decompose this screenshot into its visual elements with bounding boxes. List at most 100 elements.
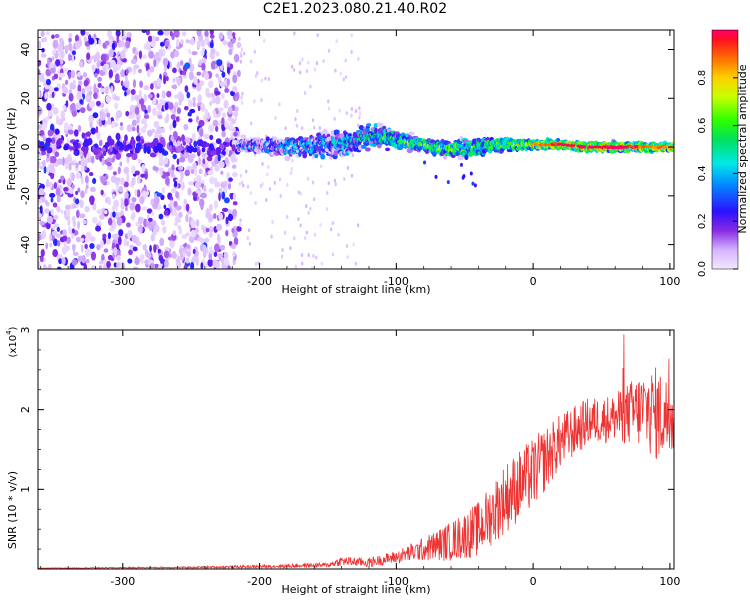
heatmap-band-cell bbox=[347, 133, 352, 137]
heatmap-noise-cell bbox=[140, 173, 146, 178]
heatmap-noise-cell bbox=[294, 264, 298, 269]
heatmap-noise-cell bbox=[38, 106, 43, 115]
heatmap-noise-cell bbox=[135, 203, 141, 213]
heatmap-noise-cell bbox=[127, 258, 133, 264]
heatmap-noise-cell bbox=[71, 259, 78, 266]
heatmap-noise-cell bbox=[147, 104, 152, 114]
heatmap-noise-cell bbox=[113, 246, 118, 256]
heatmap-noise-cell bbox=[182, 74, 187, 79]
heatmap-noise-cell bbox=[65, 157, 72, 163]
heatmap-noise-cell bbox=[259, 183, 263, 188]
heatmap-noise-cell bbox=[157, 30, 164, 36]
heatmap-noise-cell bbox=[106, 161, 112, 167]
heatmap-noise-cell bbox=[311, 180, 315, 185]
heatmap-noise-cell bbox=[229, 120, 233, 130]
heatmap-noise-cell bbox=[180, 171, 184, 180]
heatmap-noise-cell bbox=[84, 187, 88, 194]
heatmap-noise-cell bbox=[214, 177, 218, 183]
heatmap-noise-cell bbox=[228, 177, 233, 182]
heatmap-noise-cell bbox=[187, 112, 192, 117]
heatmap-noise-cell bbox=[100, 175, 106, 184]
heatmap-band-cell bbox=[161, 147, 165, 153]
heatmap-noise-cell bbox=[209, 101, 213, 106]
heatmap-noise-cell bbox=[209, 34, 215, 39]
heatmap-noise-cell bbox=[210, 92, 216, 98]
heatmap-noise-cell bbox=[315, 61, 319, 66]
heatmap-noise-cell bbox=[104, 40, 110, 46]
heatmap-noise-cell bbox=[170, 135, 174, 141]
heatmap-noise-cell bbox=[143, 114, 150, 119]
heatmap-noise-cell bbox=[170, 188, 177, 194]
heatmap-noise-cell bbox=[192, 101, 196, 108]
heatmap-noise-cell bbox=[60, 110, 65, 119]
heatmap-band-cell bbox=[386, 128, 392, 133]
heatmap-noise-cell bbox=[240, 47, 244, 52]
heatmap-band-cell bbox=[119, 141, 124, 148]
heatmap-noise-cell bbox=[331, 220, 334, 225]
heatmap-noise-cell bbox=[71, 172, 75, 182]
heatmap-cells bbox=[38, 30, 674, 269]
heatmap-noise-cell bbox=[92, 202, 97, 211]
heatmap-band-cell bbox=[377, 122, 384, 128]
heatmap-noise-cell bbox=[201, 62, 206, 71]
heatmap-noise-cell bbox=[111, 42, 116, 51]
heatmap-noise-cell bbox=[206, 92, 212, 98]
heatmap-noise-cell bbox=[100, 102, 105, 109]
heatmap-noise-cell bbox=[45, 242, 49, 250]
heatmap-noise-cell bbox=[92, 112, 99, 119]
heatmap-noise-cell bbox=[184, 169, 190, 177]
heatmap-noise-cell bbox=[95, 126, 99, 134]
heatmap-noise-cell bbox=[123, 79, 130, 88]
heatmap-noise-cell bbox=[326, 190, 329, 195]
heatmap-noise-cell bbox=[254, 201, 257, 206]
heatmap-noise-cell bbox=[172, 67, 177, 73]
heatmap-noise-cell bbox=[82, 72, 88, 78]
heatmap-noise-cell bbox=[146, 129, 153, 137]
heatmap-noise-cell bbox=[179, 156, 186, 163]
heatmap-noise-cell bbox=[42, 196, 46, 203]
heatmap-band-cell bbox=[94, 143, 99, 149]
heatmap-noise-cell bbox=[203, 237, 210, 243]
heatmap-band-cell bbox=[358, 125, 364, 131]
heatmap-noise-cell bbox=[102, 233, 107, 239]
heatmap-noise-cell bbox=[77, 71, 82, 78]
heatmap-noise-cell bbox=[350, 173, 354, 178]
heatmap-noise-cell bbox=[101, 157, 105, 166]
heatmap-noise-cell bbox=[180, 39, 184, 45]
heatmap-noise-cell bbox=[283, 230, 287, 235]
heatmap-noise-cell bbox=[239, 173, 243, 178]
heatmap-noise-cell bbox=[232, 208, 237, 217]
heatmap-noise-cell bbox=[75, 236, 82, 243]
heatmap-noise-cell bbox=[45, 31, 50, 36]
heatmap-noise-cell bbox=[299, 223, 302, 228]
heatmap-noise-cell bbox=[44, 208, 50, 214]
heatmap-noise-cell bbox=[63, 122, 69, 131]
snr-chart: -300 -200 -100 0 100 1 2 3 Height of straight … bbox=[5, 326, 680, 596]
heatmap-noise-cell bbox=[311, 118, 315, 123]
heatmap-noise-cell bbox=[153, 120, 160, 129]
heatmap-noise-cell bbox=[148, 217, 153, 222]
heatmap-noise-cell bbox=[58, 179, 62, 184]
heatmap-noise-cell bbox=[173, 50, 180, 58]
heatmap-noise-cell bbox=[67, 217, 71, 227]
heatmap-noise-cell bbox=[50, 208, 55, 216]
heatmap-noise-cell bbox=[165, 176, 170, 186]
heatmap-noise-cell bbox=[153, 58, 157, 68]
heatmap-noise-cell bbox=[148, 50, 155, 59]
heatmap-noise-cell bbox=[334, 182, 337, 187]
heatmap-noise-cell bbox=[200, 103, 206, 113]
heatmap-noise-cell bbox=[71, 243, 76, 250]
heatmap-noise-cell bbox=[65, 100, 69, 108]
heatmap-noise-cell bbox=[225, 216, 229, 225]
heatmap-noise-cell bbox=[115, 132, 121, 141]
heatmap-noise-cell bbox=[134, 106, 140, 115]
heatmap-noise-cell bbox=[71, 50, 76, 56]
heatmap-noise-cell bbox=[267, 165, 270, 170]
heatmap-noise-cell bbox=[215, 125, 219, 132]
heatmap-noise-cell bbox=[236, 225, 242, 232]
heatmap-noise-cell bbox=[152, 97, 157, 105]
heatmap-noise-cell bbox=[190, 229, 197, 238]
heatmap-noise-cell bbox=[157, 114, 163, 120]
heatmap-noise-cell bbox=[182, 250, 186, 258]
heatmap-noise-cell bbox=[66, 178, 72, 187]
